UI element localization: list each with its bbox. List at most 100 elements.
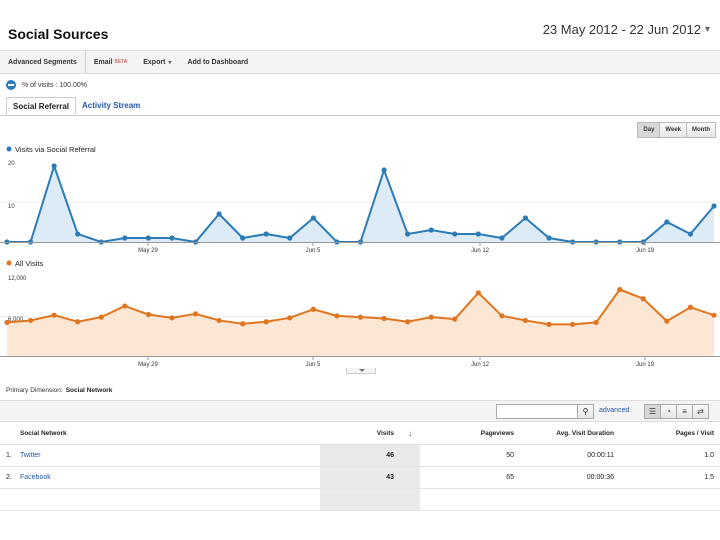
- performance-view-icon[interactable]: ≡: [676, 404, 693, 419]
- x-tick-label: May 29: [138, 248, 158, 254]
- y-tick-label: 6,000: [8, 317, 24, 323]
- segment-label: % of visits : 100.00%: [22, 81, 87, 89]
- granularity-week-button[interactable]: Week: [659, 122, 687, 138]
- header-social-network[interactable]: Social Network: [0, 424, 320, 445]
- charts-svg: Visits via Social Referral 20 10 May 29 Jun …: [0, 145, 720, 368]
- data-point: [381, 167, 387, 173]
- segment-minus-icon[interactable]: [6, 80, 16, 90]
- data-point: [405, 319, 411, 325]
- pie-view-icon[interactable]: ◔: [660, 404, 677, 419]
- advanced-filter-link[interactable]: advanced: [599, 407, 630, 414]
- table-search-input[interactable]: [496, 404, 578, 419]
- data-point: [310, 306, 316, 312]
- y-tick-label: 12,000: [8, 276, 27, 282]
- table-view-icon[interactable]: ☰: [644, 404, 661, 419]
- row-pages-per-visit: [620, 488, 720, 511]
- sort-arrow-icon[interactable]: ↓: [400, 424, 420, 445]
- data-point: [263, 319, 269, 325]
- row-network-link[interactable]: Twitter: [20, 451, 41, 459]
- row-pageviews: 50: [420, 444, 520, 467]
- row-pages-per-visit: 1.0: [620, 444, 720, 467]
- data-point: [452, 231, 458, 237]
- chart-title: Visits via Social Referral: [15, 145, 96, 154]
- x-tick-label: Jun 5: [306, 248, 321, 254]
- granularity-selector: Day Week Month: [637, 122, 716, 138]
- tab-activity-stream[interactable]: Activity Stream: [82, 101, 141, 110]
- x-tick-label: Jun 12: [471, 362, 490, 368]
- comparison-view-icon[interactable]: ⇄: [692, 404, 709, 419]
- header-pageviews[interactable]: Pageviews: [420, 424, 520, 445]
- granularity-day-button[interactable]: Day: [637, 122, 661, 138]
- x-tick-label: May 29: [138, 362, 158, 368]
- data-point: [499, 235, 505, 241]
- data-point: [122, 303, 128, 309]
- row-pageviews: [420, 488, 520, 511]
- table-row: [0, 488, 720, 511]
- primary-dimension: Primary Dimension: Social Network: [6, 387, 112, 394]
- segment-indicator[interactable]: % of visits : 100.00%: [6, 80, 87, 90]
- header-avg-visit-duration[interactable]: Avg. Visit Duration: [520, 424, 620, 445]
- primary-dimension-value[interactable]: Social Network: [65, 387, 113, 394]
- data-point: [240, 235, 246, 241]
- row-name-cell: 2. Facebook: [0, 466, 320, 489]
- row-duration: 00:00:36: [520, 466, 620, 489]
- data-point: [27, 317, 34, 324]
- advanced-segments-button[interactable]: Advanced Segments: [0, 51, 86, 73]
- data-point: [405, 231, 411, 237]
- data-point: [664, 219, 670, 225]
- table-filter-bar: ⚲ advanced ☰ ◔ ≡ ⇄: [0, 400, 720, 422]
- table-view-buttons: ☰ ◔ ≡ ⇄: [644, 404, 709, 419]
- y-tick-label: 20: [8, 161, 15, 167]
- data-point: [240, 321, 246, 327]
- row-network-link[interactable]: Facebook: [20, 473, 51, 481]
- granularity-month-button[interactable]: Month: [686, 122, 716, 138]
- x-tick-label: Jun 19: [636, 362, 655, 368]
- data-point: [75, 231, 81, 237]
- chart-collapse-handle[interactable]: [346, 368, 376, 374]
- tabs-divider: [0, 115, 720, 116]
- data-point: [711, 203, 717, 209]
- row-pageviews: 65: [420, 466, 520, 489]
- x-tick-label: Jun 5: [306, 362, 321, 368]
- row-sort-spacer: [400, 466, 420, 489]
- series-line: [7, 162, 715, 244]
- beta-badge: BETA: [114, 59, 128, 65]
- x-tick-label: Jun 12: [471, 248, 490, 254]
- add-to-dashboard-button[interactable]: Add to Dashboard: [179, 51, 256, 73]
- date-range-picker[interactable]: 23 May 2012 - 22 Jun 2012 ▾: [543, 22, 710, 37]
- export-button[interactable]: Export ▾: [135, 51, 179, 73]
- data-point: [428, 227, 434, 233]
- export-label: Export: [143, 58, 166, 66]
- header-visits[interactable]: Visits: [320, 424, 400, 445]
- data-point: [287, 315, 293, 321]
- data-point: [475, 231, 481, 237]
- chart-title: All Visits: [15, 259, 43, 268]
- data-point: [169, 315, 175, 321]
- y-tick-label: 10: [8, 204, 15, 210]
- primary-dimension-label: Primary Dimension:: [6, 387, 63, 394]
- row-visits: 43: [320, 466, 400, 489]
- data-point: [546, 321, 552, 327]
- header-pages-per-visit[interactable]: Pages / Visit: [620, 424, 720, 445]
- search-icon[interactable]: ⚲: [578, 404, 594, 419]
- tab-social-referral[interactable]: Social Referral: [6, 97, 77, 115]
- email-button[interactable]: Email BETA: [86, 51, 135, 73]
- data-point: [216, 211, 222, 217]
- data-point: [687, 231, 694, 237]
- date-range-label: 23 May 2012 - 22 Jun 2012: [542, 22, 701, 37]
- legend-dot: [6, 146, 12, 152]
- advanced-segments-label: Advanced Segments: [8, 58, 77, 66]
- data-point: [687, 304, 694, 310]
- data-point: [570, 321, 576, 327]
- add-to-dashboard-label: Add to Dashboard: [187, 58, 249, 66]
- row-duration: [520, 488, 620, 511]
- data-point: [287, 235, 293, 241]
- data-point: [4, 319, 10, 326]
- legend-dot: [6, 260, 12, 266]
- data-point: [75, 319, 81, 325]
- data-point: [310, 215, 316, 221]
- data-point: [51, 163, 57, 169]
- data-point: [98, 314, 104, 320]
- table-row: 2. Facebook 43 65 00:00:36 1.5: [0, 466, 720, 489]
- data-point: [122, 235, 128, 241]
